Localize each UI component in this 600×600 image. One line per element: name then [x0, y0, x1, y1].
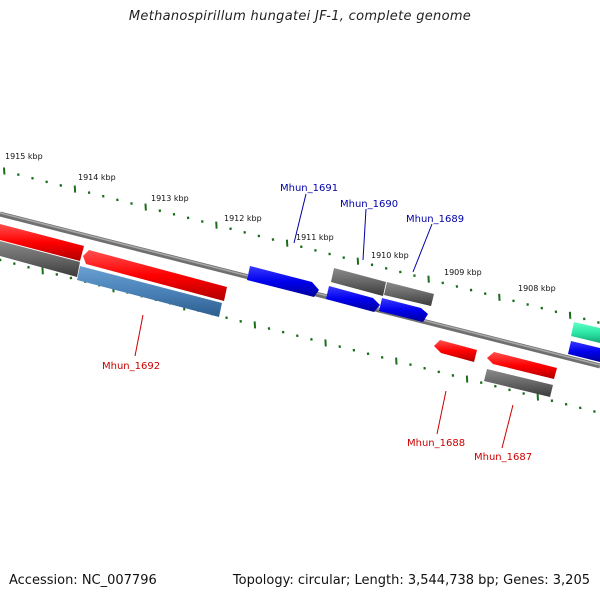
connector-line: [501, 404, 514, 449]
gene-arrow[interactable]: [326, 286, 380, 312]
gene-arrow[interactable]: [83, 250, 227, 301]
gene-arrow[interactable]: [0, 224, 84, 261]
gene-arrow[interactable]: [77, 266, 222, 317]
tick-labels: 1915 kbp 1914 kbp 1913 kbp 1912 kbp 1911…: [5, 152, 556, 293]
tick-label: 1909 kbp: [444, 268, 482, 277]
gene-arrow[interactable]: [484, 369, 553, 397]
tick-label: 1915 kbp: [5, 152, 43, 161]
connector-line: [362, 208, 367, 261]
forward-tick-track: [3, 167, 600, 324]
gene-arrow[interactable]: [568, 341, 600, 362]
tick-label: 1911 kbp: [296, 233, 334, 242]
label-connectors: [134, 193, 514, 449]
forward-genes: [0, 224, 600, 362]
gene-label-mhun-1688[interactable]: Mhun_1688: [407, 438, 465, 449]
connector-line: [134, 314, 144, 357]
gene-label-mhun-1690[interactable]: Mhun_1690: [340, 199, 398, 210]
tick-label: 1914 kbp: [78, 173, 116, 182]
gene-arrow[interactable]: [571, 322, 600, 343]
topology-text: Topology: circular; Length: 3,544,738 bp…: [232, 573, 590, 588]
gene-arrow[interactable]: [331, 268, 386, 296]
gene-label-mhun-1689[interactable]: Mhun_1689: [406, 214, 464, 225]
tick-label: 1913 kbp: [151, 194, 189, 203]
gene-label-mhun-1687[interactable]: Mhun_1687: [474, 452, 532, 463]
gene-arrow[interactable]: [0, 241, 80, 277]
tick-label: 1908 kbp: [518, 284, 556, 293]
gene-label-mhun-1692[interactable]: Mhun_1692: [102, 361, 160, 372]
connector-line: [293, 193, 307, 244]
chart-title: Methanospirillum hungatei JF-1, complete…: [128, 9, 472, 24]
connector-line: [412, 223, 433, 273]
gene-arrow[interactable]: [434, 340, 477, 362]
tick-label: 1912 kbp: [224, 214, 262, 223]
connector-line: [436, 390, 447, 435]
tick-label: 1910 kbp: [371, 251, 409, 260]
gene-arrow[interactable]: [247, 266, 319, 297]
gene-arrow[interactable]: [487, 352, 557, 379]
gene-arrow[interactable]: [379, 298, 428, 322]
gene-labels: Mhun_1691 Mhun_1690 Mhun_1689 Mhun_1692 …: [102, 183, 532, 463]
accession-text: Accession: NC_007796: [9, 573, 157, 588]
gene-arrow[interactable]: [384, 282, 434, 306]
gene-label-mhun-1691[interactable]: Mhun_1691: [280, 183, 338, 194]
reverse-genes: [0, 241, 557, 397]
